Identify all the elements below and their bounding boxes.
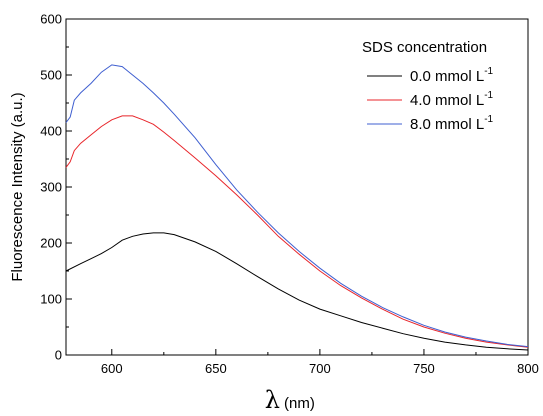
x-tick-label: 750 [413,361,435,376]
series-line-2 [65,64,529,348]
y-tick-label: 100 [40,292,62,307]
y-tick-label: 200 [40,236,62,251]
y-axis: 0 100 200 300 400 500 600 [40,12,72,363]
legend: SDS concentration 0.0 mmol L-1 4.0 mmol L… [362,39,494,133]
legend-label-2: 8.0 mmol L-1 [410,114,494,133]
x-tick-label: 700 [309,361,331,376]
x-axis-title-symbol: λ [265,386,280,414]
x-tick-label: 800 [517,361,539,376]
x-axis-title: λ (nm) [265,386,315,414]
y-tick-label: 400 [40,124,62,139]
legend-label-superscript: -1 [484,114,493,125]
legend-label-1: 4.0 mmol L-1 [410,90,494,109]
legend-label-0: 0.0 mmol L-1 [410,66,494,85]
y-tick-label: 600 [40,12,62,27]
x-tick-label: 650 [205,361,227,376]
series-line-0 [65,232,529,351]
legend-title: SDS concentration [362,39,487,56]
x-tick-label: 600 [101,361,123,376]
y-tick-label: 500 [40,68,62,83]
y-tick-label: 300 [40,180,62,195]
series-line-1 [65,115,529,348]
y-tick-label: 0 [55,348,62,363]
x-axis: 600 650 700 750 800 [101,349,539,376]
legend-label-superscript: -1 [484,90,493,101]
legend-items: 0.0 mmol L-1 4.0 mmol L-1 8.0 mmol L-1 [367,66,494,133]
legend-label-superscript: -1 [484,66,493,77]
series-layer [65,64,529,351]
y-axis-title: Fluorescence Intensity (a.u.) [9,92,26,281]
x-axis-title-unit: (nm) [284,395,315,412]
